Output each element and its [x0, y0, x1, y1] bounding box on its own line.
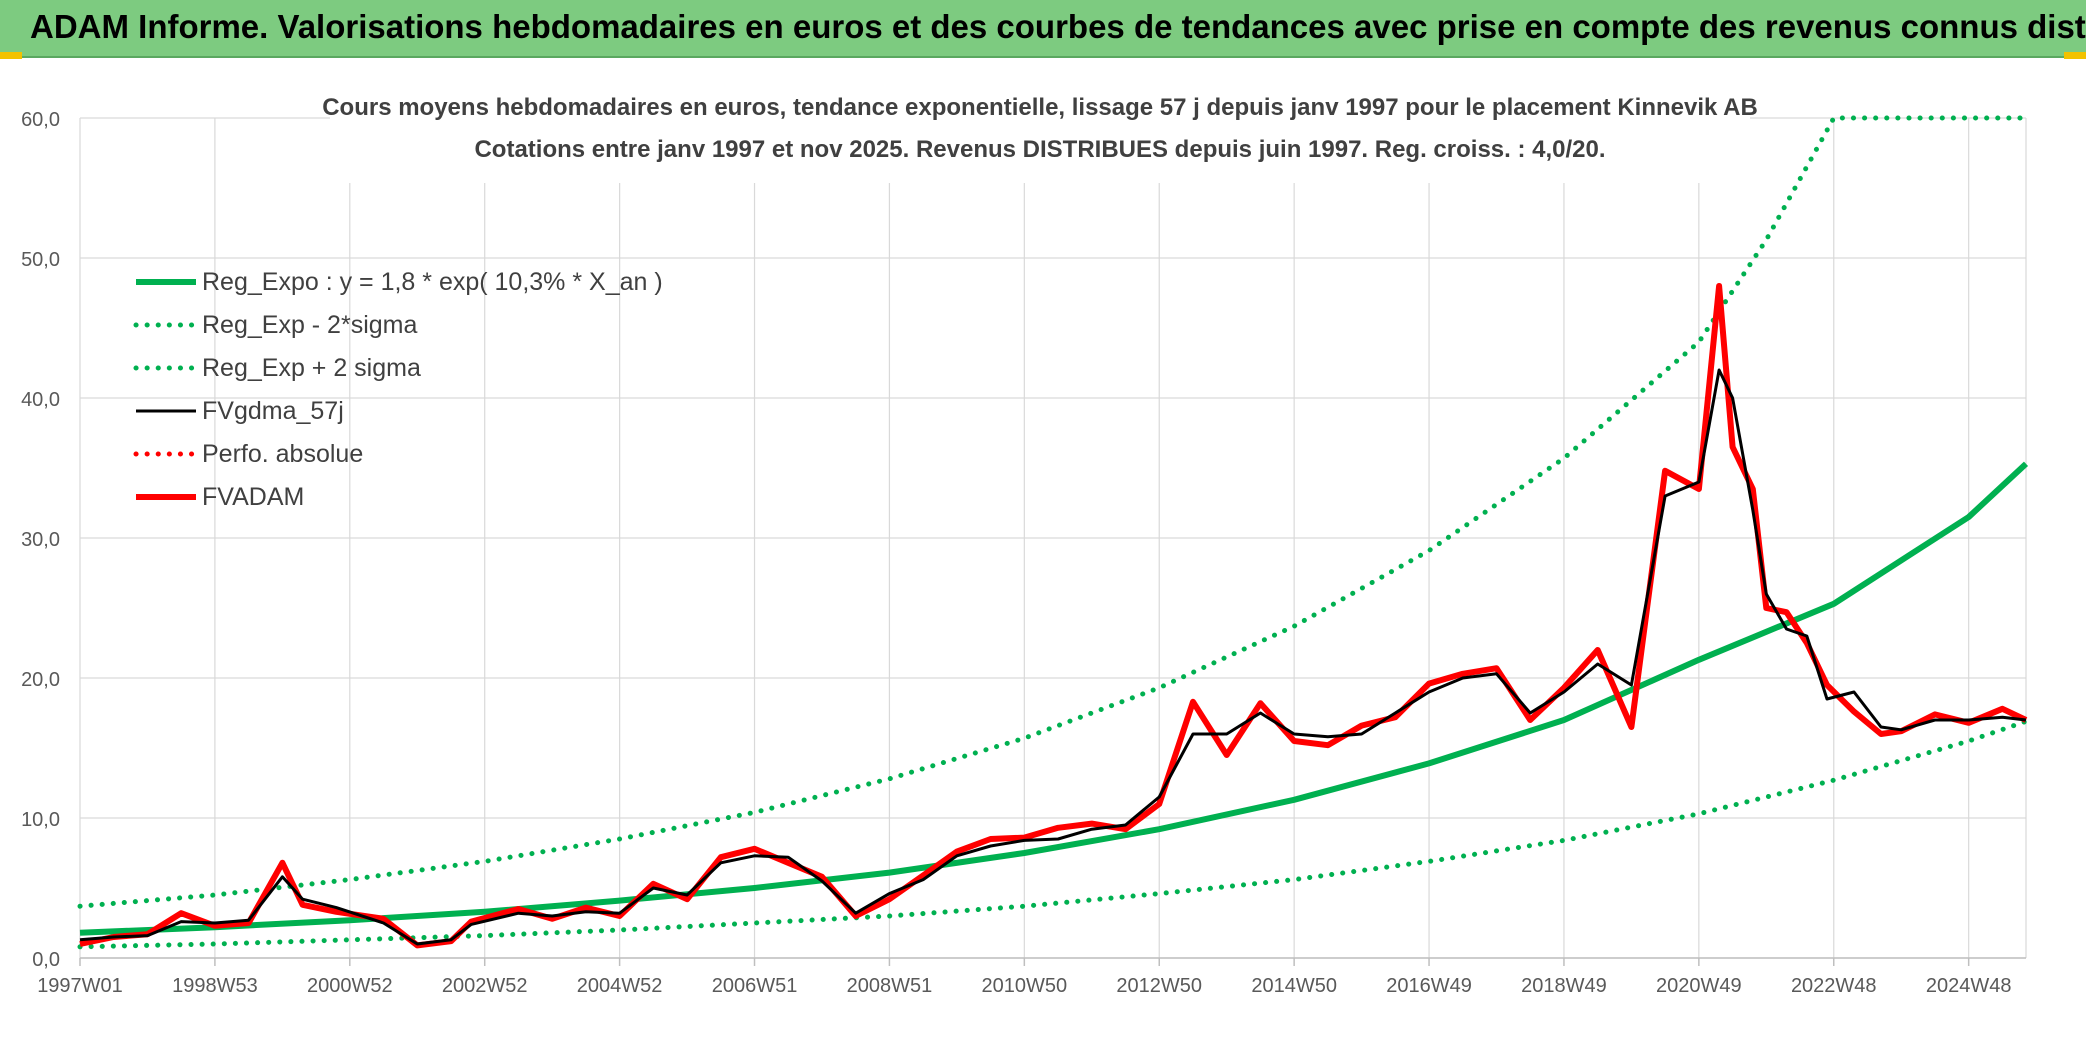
- banner-title: ADAM Informe. Valorisations hebdomadaire…: [30, 8, 2086, 45]
- x-axis: 1997W01 1998W53 2000W52 2002W52 2004W52 2006W…: [37, 957, 2026, 997]
- series-line-fvgdma_57j: [79, 368, 2027, 946]
- series-line-reg_expo: [79, 461, 2029, 936]
- y-axis: 0,0 10,0 20,0 30,0 40,0 50,0 60,0: [21, 109, 60, 971]
- legend: Reg_Expo : y = 1,8 * exp( 10,3% * X_an )…: [133, 268, 663, 511]
- legend-label: Reg_Expo : y = 1,8 * exp( 10,3% * X_an ): [202, 268, 663, 296]
- chart-subtitle: Cotations entre janv 1997 et nov 2025. R…: [474, 136, 1605, 163]
- y-tick-label: 10,0: [21, 809, 60, 831]
- y-tick-label: 50,0: [21, 249, 60, 271]
- x-tick-label: 2020W49: [1656, 975, 1742, 997]
- x-tick-label: 2004W52: [577, 975, 663, 997]
- x-tick-label: 2018W49: [1521, 975, 1607, 997]
- right-corner-marker: [2064, 52, 2086, 59]
- y-tick-label: 40,0: [21, 389, 60, 411]
- left-corner-marker: [0, 52, 22, 59]
- chart-title: Cours moyens hebdomadaires en euros, ten…: [322, 94, 1758, 121]
- legend-label: Reg_Exp + 2 sigma: [202, 354, 421, 382]
- x-tick-label: 2022W48: [1791, 975, 1877, 997]
- line-chart: 0,0 10,0 20,0 30,0 40,0 50,0 60,0 1997W01 1998W…: [21, 88, 2029, 997]
- series-line-reg_exp: [77, 718, 2029, 950]
- legend-label: FVgdma_57j: [202, 397, 344, 425]
- grid: [79, 117, 2027, 959]
- x-tick-label: 2006W51: [712, 975, 798, 997]
- title-background: [330, 88, 1750, 183]
- x-tick-label: 2002W52: [442, 975, 528, 997]
- series-line-reg_exp: [77, 115, 2029, 909]
- x-tick-label: 2010W50: [982, 975, 1068, 997]
- legend-label: Reg_Exp - 2*sigma: [202, 311, 417, 339]
- y-tick-label: 0,0: [32, 949, 60, 971]
- x-tick-label: 2008W51: [847, 975, 933, 997]
- y-tick-label: 60,0: [21, 109, 60, 131]
- header-banner: ADAM Informe. Valorisations hebdomadaire…: [0, 0, 2086, 58]
- y-tick-label: 30,0: [21, 529, 60, 551]
- legend-label: FVADAM: [202, 483, 304, 511]
- x-tick-label: 2016W49: [1386, 975, 1472, 997]
- x-tick-label: 2024W48: [1926, 975, 2012, 997]
- x-tick-label: 1997W01: [37, 975, 123, 997]
- plot-lines: [77, 115, 2029, 950]
- x-tick-label: 1998W53: [172, 975, 258, 997]
- y-tick-label: 20,0: [21, 669, 60, 691]
- x-tick-label: 2014W50: [1251, 975, 1337, 997]
- x-tick-label: 2000W52: [307, 975, 393, 997]
- x-tick-label: 2012W50: [1116, 975, 1202, 997]
- legend-label: Perfo. absolue: [202, 440, 363, 468]
